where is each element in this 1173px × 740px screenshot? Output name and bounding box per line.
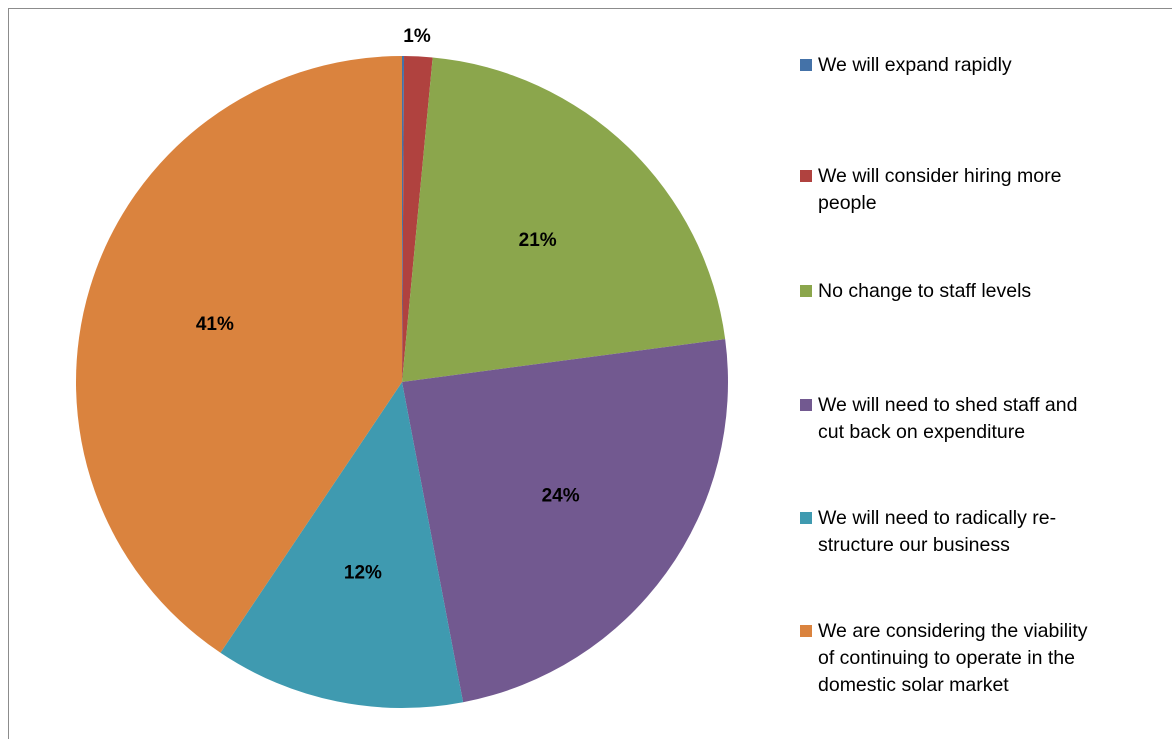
pie-slices <box>75 56 728 708</box>
data-label-2: 1% <box>403 26 431 47</box>
pie-slice-6 <box>75 56 402 653</box>
data-label-3: 21% <box>519 230 557 251</box>
pie-slice-3 <box>402 57 726 382</box>
legend-swatch <box>800 285 812 297</box>
legend-swatch <box>800 399 812 411</box>
legend-label-line: structure our business <box>818 534 1010 556</box>
legend-label-line: We will need to shed staff and <box>818 394 1078 416</box>
legend-label: No change to staff levels <box>818 278 1031 305</box>
legend-swatch <box>800 625 812 637</box>
pie-slice-1 <box>402 56 405 382</box>
legend-label: We will expand rapidly <box>818 52 1012 79</box>
legend-label-line: domestic solar market <box>818 674 1009 696</box>
legend-label-line: No change to staff levels <box>818 280 1032 302</box>
legend-label: We will need to radically re-structure o… <box>818 505 1056 559</box>
legend-label: We will need to shed staff and cut back o… <box>818 392 1077 446</box>
legend-item-6: We are considering the viability of conti… <box>800 618 1168 699</box>
pie-slice-4 <box>402 339 728 703</box>
legend-swatch <box>800 59 812 71</box>
legend-label-line: cut back on expenditure <box>818 421 1026 443</box>
legend-item-1: We will expand rapidly <box>800 52 1168 79</box>
legend-label: We are considering the viability of conti… <box>818 618 1088 699</box>
legend-label-line: We will consider hiring more <box>818 165 1062 187</box>
legend-item-4: We will need to shed staff and cut back o… <box>800 392 1168 446</box>
data-label-4: 24% <box>542 485 580 506</box>
data-label-6: 41% <box>196 314 234 335</box>
legend-label-line: We will expand rapidly <box>818 54 1012 76</box>
legend-swatch <box>800 170 812 182</box>
legend-label: We will consider hiring more people <box>818 163 1061 217</box>
legend-item-2: We will consider hiring more people <box>800 163 1168 217</box>
legend-label-line: We will need to radically re- <box>818 507 1057 529</box>
legend-label-line: people <box>818 192 877 214</box>
legend-swatch <box>800 512 812 524</box>
legend-item-3: No change to staff levels <box>800 278 1168 305</box>
legend-item-5: We will need to radically re-structure o… <box>800 505 1168 559</box>
data-label-5: 12% <box>344 563 382 584</box>
legend-label-line: We are considering the viability <box>818 620 1088 642</box>
legend-label-line: of continuing to operate in the <box>818 647 1075 669</box>
pie-slice-5 <box>220 382 464 708</box>
pie-slice-2 <box>402 56 433 382</box>
pie-data-labels: 1% 21% 24% 12% 41% <box>196 26 580 584</box>
legend: We will expand rapidly We will consider h… <box>800 40 1170 740</box>
